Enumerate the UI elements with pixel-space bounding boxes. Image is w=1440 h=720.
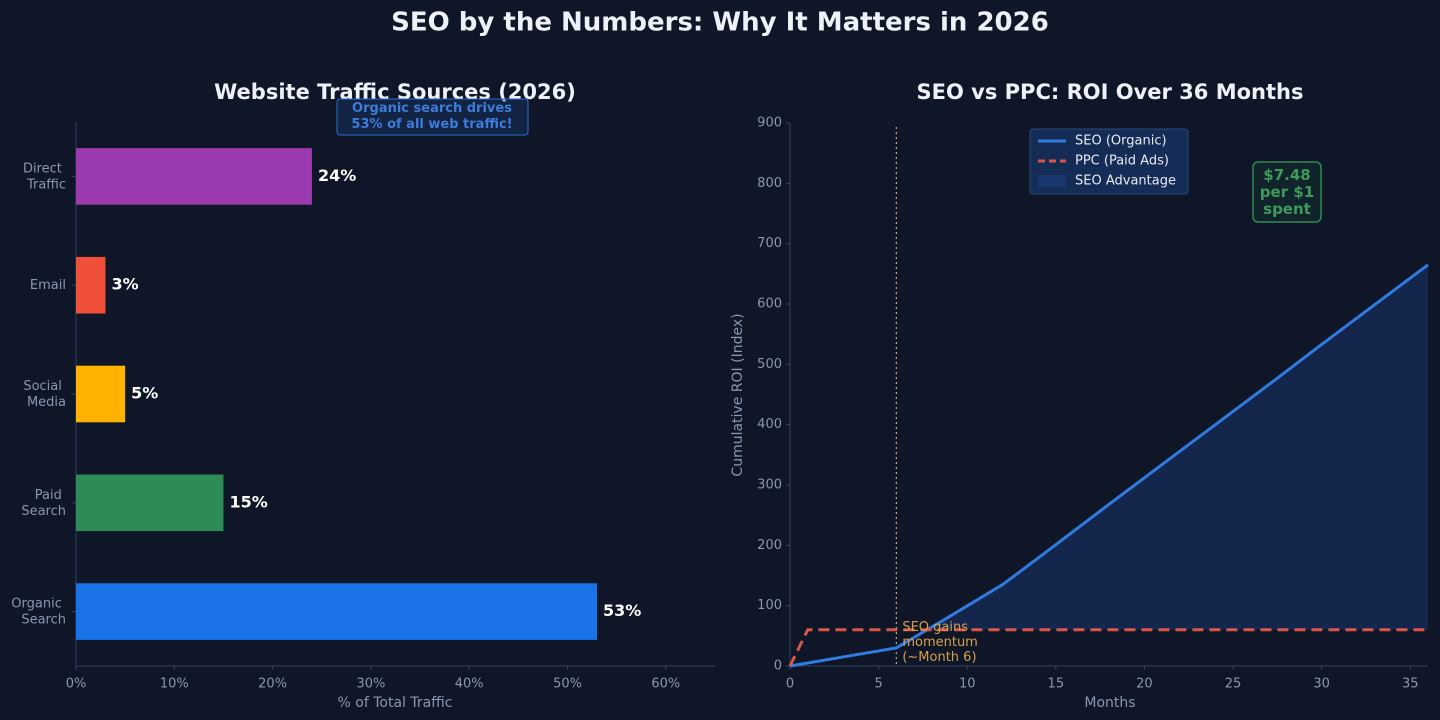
bar <box>76 583 598 640</box>
y-tick-label: 900 <box>757 116 782 131</box>
x-tick-label: 15 <box>1048 677 1065 692</box>
x-tick-label: 40% <box>455 677 484 692</box>
x-axis-label: Months <box>1084 695 1135 711</box>
y-tick-label: Direct Traffic <box>23 161 66 192</box>
legend-label: SEO (Organic) <box>1075 134 1167 149</box>
y-tick-label: 300 <box>757 478 782 493</box>
legend-swatch <box>1038 175 1066 187</box>
x-tick-label: 60% <box>651 677 680 692</box>
legend-label: SEO Advantage <box>1075 174 1176 189</box>
callout-line: per $1 <box>1260 183 1314 201</box>
y-tick-label: 400 <box>757 417 782 432</box>
x-tick-label: 0 <box>786 677 794 692</box>
y-tick-label: Paid Search <box>21 487 66 518</box>
x-tick-label: 30 <box>1313 677 1330 692</box>
y-tick-label: 600 <box>757 297 782 312</box>
y-tick-label: Social Media <box>23 379 66 410</box>
x-tick-label: 20% <box>258 677 287 692</box>
x-axis-label: % of Total Traffic <box>338 695 453 711</box>
annotation: SEO gains momentum (~Month 6) <box>902 620 978 665</box>
series-line <box>789 263 1429 668</box>
x-tick-label: 30% <box>356 677 385 692</box>
x-tick-label: 10% <box>160 677 189 692</box>
bar <box>76 256 106 314</box>
bar <box>76 365 126 423</box>
annotation: Organic search drives 53% of all web traf… <box>351 101 512 132</box>
x-tick-label: 0% <box>66 677 87 692</box>
x-tick-label: 50% <box>553 677 582 692</box>
x-tick-label: 20 <box>1136 677 1153 692</box>
annotation-line: (~Month 6) <box>902 650 976 665</box>
chart-title: Website Traffic Sources (2026) <box>214 80 576 104</box>
advantage-area <box>790 264 1428 666</box>
callout: $7.48 per $1 spent <box>1260 166 1314 218</box>
y-tick-label: 700 <box>757 236 782 251</box>
bar <box>76 148 312 205</box>
y-tick-label: 100 <box>757 598 782 613</box>
y-tick-label: Organic Search <box>11 596 66 627</box>
callout-box <box>1252 161 1322 223</box>
value-label: 5% <box>131 384 158 403</box>
callout-line: $7.48 <box>1263 166 1310 184</box>
x-tick-label: 10 <box>959 677 976 692</box>
y-tick-label: 500 <box>757 357 782 372</box>
x-tick-label: 5 <box>874 677 882 692</box>
y-tick-label: Email <box>30 278 66 293</box>
bar <box>76 474 224 532</box>
legend-label: PPC (Paid Ads) <box>1075 154 1169 169</box>
annotation-line: SEO gains <box>902 620 968 635</box>
y-tick-label: 0 <box>774 659 782 674</box>
legend-box <box>1029 128 1189 195</box>
value-label: 15% <box>229 492 267 511</box>
annotation-line: Organic search drives <box>352 101 512 116</box>
annotation-line: 53% of all web traffic! <box>351 117 512 132</box>
value-label: 53% <box>603 601 641 620</box>
x-tick-label: 35 <box>1402 677 1419 692</box>
y-tick-label: 800 <box>757 176 782 191</box>
value-label: 24% <box>318 166 356 185</box>
y-tick-label: 200 <box>757 538 782 553</box>
y-axis-label: Cumulative ROI (Index) <box>730 313 746 476</box>
annotation-box <box>336 98 529 136</box>
value-label: 3% <box>111 275 138 294</box>
chart-title: SEO vs PPC: ROI Over 36 Months <box>917 80 1304 104</box>
x-tick-label: 25 <box>1225 677 1242 692</box>
annotation-line: momentum <box>902 635 978 650</box>
callout-line: spent <box>1263 200 1311 218</box>
series-line <box>788 628 1428 667</box>
page-title: SEO by the Numbers: Why It Matters in 20… <box>391 8 1049 38</box>
